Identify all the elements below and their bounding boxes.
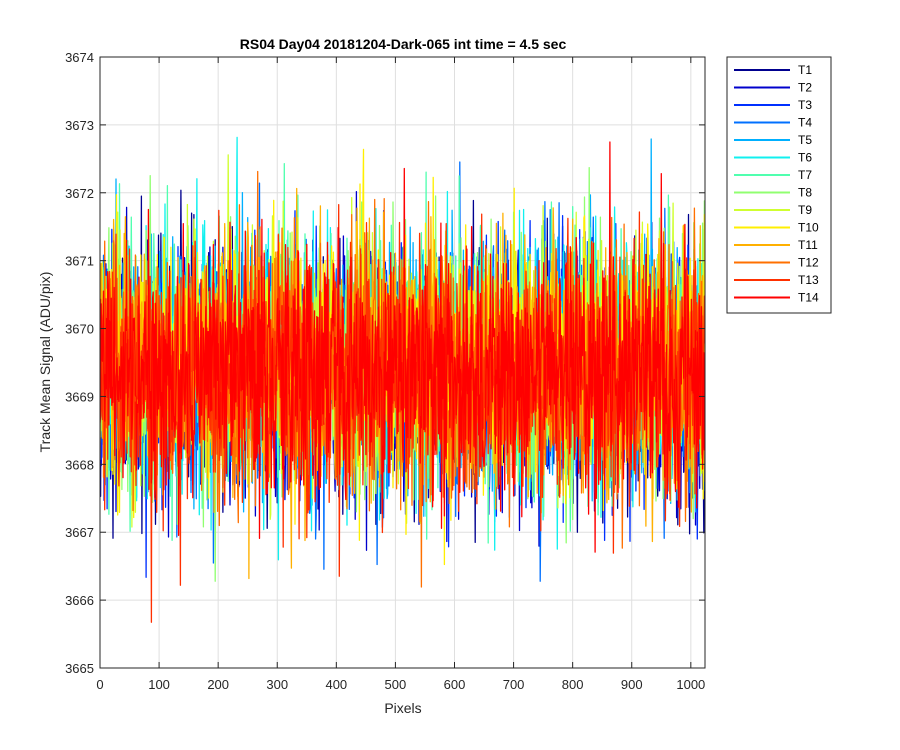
legend: T1 T2 T3 T4 T5 T6 T7 T8 T9 T10 T11 T12 T13 T14: [726, 56, 832, 314]
x-tick-label: 900: [621, 677, 643, 692]
legend-label-t6: T6: [798, 151, 812, 165]
legend-label-t10: T10: [798, 221, 819, 235]
legend-label-t5: T5: [798, 133, 812, 147]
x-tick-label: 700: [503, 677, 525, 692]
x-axis-label: Pixels: [384, 700, 421, 716]
x-tick-label: 500: [385, 677, 407, 692]
legend-label-t3: T3: [798, 98, 812, 112]
y-tick-label: 3667: [65, 525, 94, 540]
legend-label-t2: T2: [798, 81, 812, 95]
legend-label-t7: T7: [798, 168, 812, 182]
series-lines: [100, 136, 705, 623]
x-tick-label: 800: [562, 677, 584, 692]
x-tick-label: 1000: [676, 677, 705, 692]
y-tick-label: 3670: [65, 322, 94, 337]
legend-label-t11: T11: [798, 238, 818, 252]
series-line-t14: [100, 141, 705, 553]
legend-label-t1: T1: [798, 63, 812, 77]
legend-label-t8: T8: [798, 186, 812, 200]
x-tick-label: 200: [207, 677, 229, 692]
x-tick-label: 300: [266, 677, 288, 692]
legend-label-t12: T12: [798, 256, 819, 270]
y-axis: 3665 3666 3667 3668 3669 3670 3671 3672 3673 3674: [65, 50, 705, 676]
y-axis-label: Track Mean Signal (ADU/pix): [37, 272, 53, 453]
x-tick-label: 0: [96, 677, 103, 692]
y-tick-label: 3671: [65, 254, 94, 269]
plot-area: 0 100 200 300 400 500 600 700 800 900 1000 3665366…: [65, 50, 706, 692]
legend-box: [726, 56, 832, 314]
x-axis: 0 100 200 300 400 500 600 700 800 900 1000: [96, 57, 705, 692]
legend-label-t14: T14: [798, 291, 819, 305]
legend-label-t4: T4: [798, 116, 812, 130]
y-tick-label: 3668: [65, 457, 94, 472]
y-tick-label: 3666: [65, 593, 94, 608]
y-tick-label: 3674: [65, 50, 94, 65]
y-tick-label: 3665: [65, 661, 94, 676]
x-tick-label: 100: [148, 677, 170, 692]
axes-box: [99, 56, 706, 669]
chart-title: RS04 Day04 20181204-Dark-065 int time = …: [240, 36, 567, 52]
x-tick-label: 600: [444, 677, 466, 692]
y-tick-label: 3672: [65, 186, 94, 201]
legend-label-t9: T9: [798, 203, 812, 217]
legend-label-t13: T13: [798, 273, 819, 287]
x-tick-label: 400: [325, 677, 347, 692]
y-tick-label: 3673: [65, 118, 94, 133]
y-tick-label: 3669: [65, 389, 94, 404]
